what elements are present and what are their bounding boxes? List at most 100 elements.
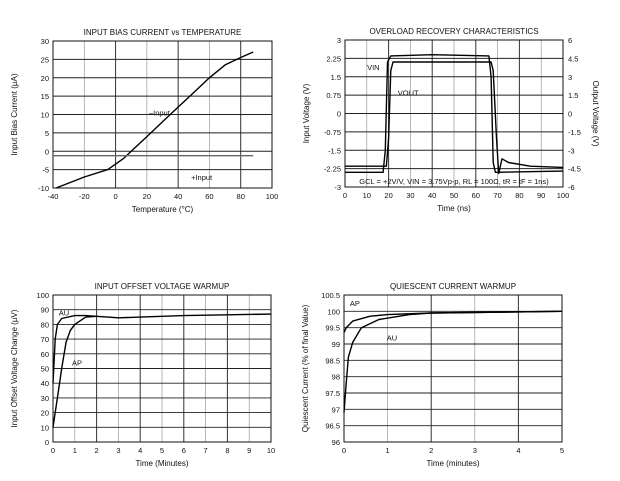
x-tick-label: 80 bbox=[237, 192, 245, 201]
series-au bbox=[52, 313, 272, 384]
y2-axis-label: Output Voltage (V) bbox=[591, 81, 600, 147]
x-tick-label: 100 bbox=[557, 191, 570, 200]
x-tick-label: 40 bbox=[174, 192, 182, 201]
y-tick-label: 100 bbox=[327, 307, 340, 316]
series-vout bbox=[345, 61, 564, 175]
chart-title: QUIESCENT CURRENT WARMUP bbox=[390, 282, 516, 291]
series-ap bbox=[52, 315, 97, 428]
x-tick-label: 50 bbox=[450, 191, 458, 200]
y-tick-label: -5 bbox=[42, 166, 49, 175]
y-tick-label: 1.5 bbox=[331, 73, 341, 82]
y2-tick-label: -4.5 bbox=[568, 165, 581, 174]
series-input bbox=[55, 51, 254, 189]
x-tick-label: 4 bbox=[138, 446, 142, 455]
x-tick-label: 9 bbox=[247, 446, 251, 455]
x-tick-label: 2 bbox=[429, 446, 433, 455]
x-tick-label: 30 bbox=[406, 191, 414, 200]
y-tick-label: 99.5 bbox=[325, 324, 340, 333]
x-tick-label: 5 bbox=[560, 446, 564, 455]
y-tick-label: 0 bbox=[337, 110, 341, 119]
x-tick-label: 6 bbox=[182, 446, 186, 455]
chart-4: QUIESCENT CURRENT WARMUP 0 1 2 3 4 5 96 96.5 97 97… bbox=[301, 282, 564, 468]
y-tick-label: 100.5 bbox=[321, 291, 340, 300]
chart-title: INPUT OFFSET VOLTAGE WARMUP bbox=[95, 282, 230, 291]
x-tick-label: 7 bbox=[204, 446, 208, 455]
annotation-label: GCL = +2V/V, VIN = 3.75Vp-p, RL = 100Ω, … bbox=[359, 177, 549, 186]
y-tick-label: -0.75 bbox=[324, 128, 341, 137]
y-tick-label: 3 bbox=[337, 36, 341, 45]
y2-tick-label: -6 bbox=[568, 183, 575, 192]
x-tick-label: 0 bbox=[342, 446, 346, 455]
x-axis-label: Time (minutes) bbox=[426, 459, 479, 468]
y2-tick-label: 4.5 bbox=[568, 54, 578, 63]
annotation-label: AU bbox=[59, 309, 69, 318]
x-tick-label: 2 bbox=[95, 446, 99, 455]
y-tick-label: -3 bbox=[334, 183, 341, 192]
x-axis-label: Time (Minutes) bbox=[135, 459, 188, 468]
series-vin bbox=[345, 54, 564, 174]
y2-tick-label: -3 bbox=[568, 146, 575, 155]
y-tick-label: -10 bbox=[38, 184, 49, 193]
annotation-label: +Input bbox=[191, 173, 213, 182]
annotation-label: –Input bbox=[149, 109, 171, 118]
y-tick-label: -1.5 bbox=[328, 146, 341, 155]
y-tick-label: 96 bbox=[332, 438, 340, 447]
y-tick-label: 60 bbox=[41, 350, 49, 359]
y-tick-label: 20 bbox=[41, 409, 49, 418]
plot-frame bbox=[52, 40, 273, 189]
y2-tick-label: 0 bbox=[568, 110, 572, 119]
y2-tick-label: 1.5 bbox=[568, 91, 578, 100]
y-tick-label: 70 bbox=[41, 335, 49, 344]
y-tick-label: 0 bbox=[45, 147, 49, 156]
y-tick-label: 40 bbox=[41, 379, 49, 388]
y-tick-label: 10 bbox=[41, 423, 49, 432]
plot-frame bbox=[343, 294, 563, 443]
y2-tick-label: -1.5 bbox=[568, 128, 581, 137]
y-axis-label: Input Bias Current (µA) bbox=[10, 73, 19, 155]
y-axis-label: Input Offset Voltage Change (µV) bbox=[10, 309, 19, 427]
chart-1: INPUT BIAS CURRENT vs TEMPERATURE -40 -20 0… bbox=[10, 28, 278, 214]
chart-title: OVERLOAD RECOVERY CHARACTERISTICS bbox=[369, 27, 538, 36]
y-tick-label: 0 bbox=[45, 438, 49, 447]
x-tick-label: -20 bbox=[79, 192, 90, 201]
x-tick-label: 20 bbox=[143, 192, 151, 201]
x-tick-label: 8 bbox=[225, 446, 229, 455]
y-tick-label: 2.25 bbox=[326, 54, 341, 63]
x-tick-label: 3 bbox=[473, 446, 477, 455]
x-axis-label: Temperature (°C) bbox=[132, 205, 194, 214]
x-tick-label: -40 bbox=[48, 192, 59, 201]
x-tick-label: 70 bbox=[493, 191, 501, 200]
plot-frame bbox=[52, 294, 272, 443]
x-tick-label: 80 bbox=[515, 191, 523, 200]
y-tick-label: 15 bbox=[41, 92, 49, 101]
y-tick-label: 10 bbox=[41, 111, 49, 120]
x-tick-label: 0 bbox=[51, 446, 55, 455]
annotation-label: AP bbox=[350, 299, 360, 308]
y-tick-label: 0.75 bbox=[326, 91, 341, 100]
y-tick-label: 97 bbox=[332, 405, 340, 414]
y-tick-label: 5 bbox=[45, 129, 49, 138]
y-tick-label: 97.5 bbox=[325, 389, 340, 398]
annotation-label: AU bbox=[387, 333, 397, 342]
annotation-label: VIN bbox=[367, 63, 380, 72]
x-tick-label: 60 bbox=[472, 191, 480, 200]
y-tick-label: 20 bbox=[41, 74, 49, 83]
y-tick-label: 98 bbox=[332, 373, 340, 382]
chart-title: INPUT BIAS CURRENT vs TEMPERATURE bbox=[84, 28, 242, 37]
annotation-label: AP bbox=[72, 359, 82, 368]
y-tick-label: 99 bbox=[332, 340, 340, 349]
y-tick-label: 98.5 bbox=[325, 356, 340, 365]
x-tick-label: 5 bbox=[160, 446, 164, 455]
x-tick-label: 10 bbox=[363, 191, 371, 200]
y-tick-label: -2.25 bbox=[324, 165, 341, 174]
x-tick-label: 4 bbox=[516, 446, 520, 455]
x-tick-label: 100 bbox=[266, 192, 279, 201]
x-tick-label: 1 bbox=[73, 446, 77, 455]
y-tick-label: 90 bbox=[41, 306, 49, 315]
x-tick-label: 10 bbox=[267, 446, 275, 455]
x-tick-label: 0 bbox=[113, 192, 117, 201]
series-au bbox=[343, 310, 563, 413]
y-tick-label: 25 bbox=[41, 55, 49, 64]
